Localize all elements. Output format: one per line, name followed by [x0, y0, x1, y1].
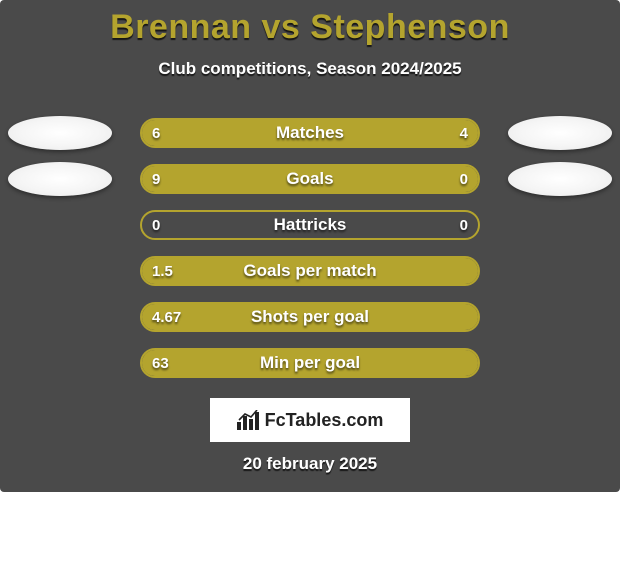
stat-row: Goals per match1.5: [0, 256, 620, 302]
date-label: 20 february 2025: [0, 454, 620, 474]
player-avatar-left: [8, 162, 112, 196]
stat-value-left: 0: [152, 210, 160, 240]
stat-row: Min per goal63: [0, 348, 620, 394]
stat-bar-right: [344, 120, 478, 146]
stat-value-left: 63: [152, 348, 169, 378]
stat-bar-left: [142, 166, 397, 192]
stat-value-right: 0: [460, 164, 468, 194]
player-avatar-right: [508, 162, 612, 196]
stat-bar-track: [140, 302, 480, 332]
stat-value-right: 0: [460, 210, 468, 240]
logo-badge: FcTables.com: [210, 398, 410, 442]
comparison-card: Brennan vs Stephenson Club competitions,…: [0, 0, 620, 492]
stat-row: Hattricks00: [0, 210, 620, 256]
stat-bar-track: [140, 348, 480, 378]
stat-bar-left: [142, 304, 478, 330]
page-title: Brennan vs Stephenson: [0, 0, 620, 47]
stat-bar-track: [140, 256, 480, 286]
stat-row: Goals90: [0, 164, 620, 210]
logo-text: FcTables.com: [265, 410, 384, 431]
stat-bar-track: [140, 164, 480, 194]
page-subtitle: Club competitions, Season 2024/2025: [0, 59, 620, 79]
stat-bar-left: [142, 258, 478, 284]
stat-row: Shots per goal4.67: [0, 302, 620, 348]
stat-row: Matches64: [0, 118, 620, 164]
player-avatar-left: [8, 116, 112, 150]
stat-value-left: 6: [152, 118, 160, 148]
stats-rows: Matches64Goals90Hattricks00Goals per mat…: [0, 118, 620, 394]
stat-bar-track: [140, 118, 480, 148]
stat-value-right: 4: [460, 118, 468, 148]
stat-bar-left: [142, 350, 478, 376]
bar-chart-icon: [237, 410, 261, 430]
stat-value-left: 9: [152, 164, 160, 194]
stat-value-left: 1.5: [152, 256, 173, 286]
stat-value-left: 4.67: [152, 302, 181, 332]
player-avatar-right: [508, 116, 612, 150]
stat-bar-left: [142, 120, 344, 146]
stat-bar-track: [140, 210, 480, 240]
